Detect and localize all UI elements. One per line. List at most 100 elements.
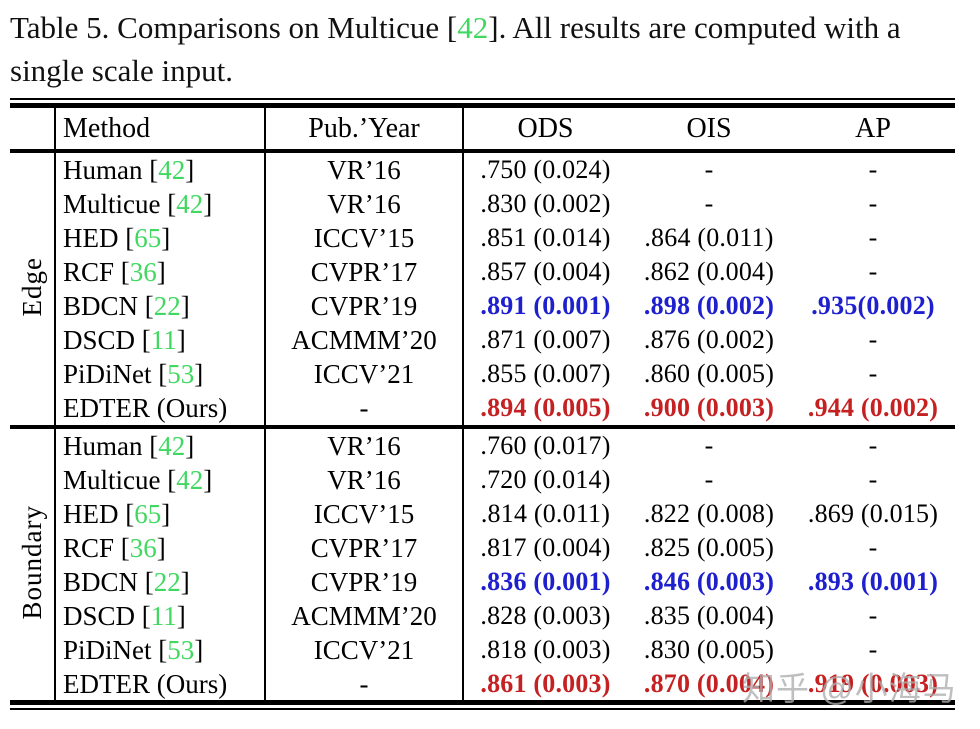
citation-number[interactable]: 42 (457, 10, 489, 45)
table-row: RCF [36] CVPR’17.817 (0.004) .825 (0.005) - (10, 531, 955, 565)
ois-cell: .822 (0.008) (643, 499, 775, 528)
citation-number[interactable]: 36 (129, 256, 157, 287)
col-header-pub-year: Pub.’Year (264, 108, 463, 151)
table-row: BDCN [22] CVPR’19.836 (0.001) .846 (0.003)… (10, 565, 955, 599)
pub-year-cell: CVPR’19 (264, 289, 463, 323)
header-row: Method Pub.’Year ODS OIS AP (10, 108, 955, 151)
ods-cell: .861 (0.003) (462, 667, 627, 701)
ods-cell: .894 (0.005) (462, 391, 627, 427)
ods-cell: .830 (0.002) (462, 187, 627, 221)
method-cell: HED [65] (54, 221, 265, 255)
pub-year-cell: CVPR’19 (264, 565, 463, 599)
ods-cell: .851 (0.014) (462, 221, 627, 255)
method-cell: DSCD [11] (54, 323, 265, 357)
ois-cell: - (704, 155, 714, 184)
ois-cell: - (704, 465, 714, 494)
ap-cell: - (868, 189, 878, 218)
pub-year-cell: CVPR’17 (264, 531, 463, 565)
citation-number[interactable]: 42 (176, 188, 204, 219)
table-row: Boundary Human [42] VR’16.760 (0.017) - - (10, 427, 955, 620)
ap-cell: - (868, 257, 878, 286)
citation-number[interactable]: 42 (158, 430, 186, 461)
citation-number[interactable]: 22 (153, 290, 181, 321)
ois-cell: .825 (0.005) (643, 533, 775, 562)
citation-number[interactable]: 42 (158, 154, 186, 185)
citation-number[interactable]: 53 (167, 634, 195, 665)
section-label-boundary: Boundary (10, 427, 55, 701)
ap-cell: - (868, 223, 878, 252)
pub-year-cell: VR’16 (264, 463, 463, 497)
ods-cell: .818 (0.003) (462, 633, 627, 667)
table-row: Edge Human [42] VR’16.750 (0.024) - - (10, 151, 955, 316)
ap-cell: - (868, 359, 878, 388)
ods-cell: .857 (0.004) (462, 255, 627, 289)
results-table: Method Pub.’Year ODS OIS AP Edge Human [4… (10, 108, 955, 701)
ois-cell: .870 (0.004) (643, 669, 775, 698)
ap-cell: - (868, 155, 878, 184)
ap-cell: - (868, 431, 878, 460)
pub-year-cell: ICCV’21 (264, 357, 463, 391)
bottom-rule-thin (10, 708, 955, 710)
method-cell: PiDiNet [53] (54, 633, 265, 667)
pub-year-cell: VR’16 (264, 427, 463, 463)
citation-number[interactable]: 53 (167, 358, 195, 389)
method-cell: Multicue [42] (54, 463, 265, 497)
ods-cell: .720 (0.014) (462, 463, 627, 497)
ois-cell: .835 (0.004) (643, 601, 775, 630)
pub-year-cell: ACMMM’20 (264, 323, 463, 357)
table-row: Multicue [42] VR’16.830 (0.002) - - (10, 187, 955, 221)
ods-cell: .828 (0.003) (462, 599, 627, 633)
method-cell: Human [42] (54, 427, 265, 463)
citation-number[interactable]: 22 (153, 566, 181, 597)
method-cell: BDCN [22] (54, 565, 265, 599)
pub-year-cell: VR’16 (264, 151, 463, 187)
ois-cell: .846 (0.003) (643, 567, 775, 596)
method-cell: EDTER (Ours) (54, 391, 265, 427)
ods-cell: .814 (0.011) (462, 497, 627, 531)
bottom-rule-thick (10, 700, 955, 705)
ap-cell: - (868, 601, 878, 630)
ois-cell: .876 (0.002) (643, 325, 775, 354)
ods-cell: .817 (0.004) (462, 531, 627, 565)
citation-number[interactable]: 42 (176, 464, 204, 495)
ois-cell: .900 (0.003) (643, 393, 775, 422)
table-row: EDTER (Ours) - .861 (0.003) .870 (0.004) .91… (10, 667, 955, 701)
ap-cell: .893 (0.001) (807, 567, 939, 596)
ois-cell: - (704, 189, 714, 218)
table-caption: Table 5. Comparisons on Multicue [42]. A… (10, 2, 955, 98)
ods-cell: .871 (0.007) (462, 323, 627, 357)
ods-cell: .855 (0.007) (462, 357, 627, 391)
ap-cell: - (868, 533, 878, 562)
paper-table-figure: Table 5. Comparisons on Multicue [42]. A… (10, 2, 955, 710)
ois-cell: - (704, 431, 714, 460)
ois-cell: .898 (0.002) (643, 291, 775, 320)
method-cell: Multicue [42] (54, 187, 265, 221)
method-cell: RCF [36] (54, 531, 265, 565)
ods-cell: .760 (0.017) (462, 427, 627, 463)
pub-year-cell: - (264, 667, 463, 701)
pub-year-cell: ACMMM’20 (264, 599, 463, 633)
boundary-section: Boundary Human [42] VR’16.760 (0.017) - - Mul… (10, 427, 955, 701)
citation-number[interactable]: 11 (150, 324, 177, 355)
ois-cell: .830 (0.005) (643, 635, 775, 664)
citation-number[interactable]: 36 (129, 532, 157, 563)
method-cell: RCF [36] (54, 255, 265, 289)
section-label-text: Boundary (16, 505, 47, 620)
citation-number[interactable]: 65 (134, 222, 162, 253)
method-cell: EDTER (Ours) (54, 667, 265, 701)
table-row: PiDiNet [53] ICCV’21.855 (0.007) .860 (0.0… (10, 357, 955, 391)
section-label-text: Edge (16, 256, 47, 317)
table-row: RCF [36] CVPR’17.857 (0.004) .862 (0.004) - (10, 255, 955, 289)
method-cell: BDCN [22] (54, 289, 265, 323)
ap-cell: .944 (0.002) (807, 393, 939, 422)
caption-text: Table 5. Comparisons on Multicue [ (10, 10, 458, 45)
citation-number[interactable]: 11 (150, 600, 177, 631)
table-row: EDTER (Ours) - .894 (0.005) .900 (0.003) .94… (10, 391, 955, 427)
method-cell: HED [65] (54, 497, 265, 531)
col-header-ap: AP (855, 112, 891, 144)
table-row: Multicue [42] VR’16.720 (0.014) - - (10, 463, 955, 497)
citation-number[interactable]: 65 (134, 498, 162, 529)
ap-cell: - (868, 465, 878, 494)
pub-year-cell: ICCV’21 (264, 633, 463, 667)
table-row: DSCD [11] ACMMM’20.828 (0.003) .835 (0.004… (10, 599, 955, 633)
